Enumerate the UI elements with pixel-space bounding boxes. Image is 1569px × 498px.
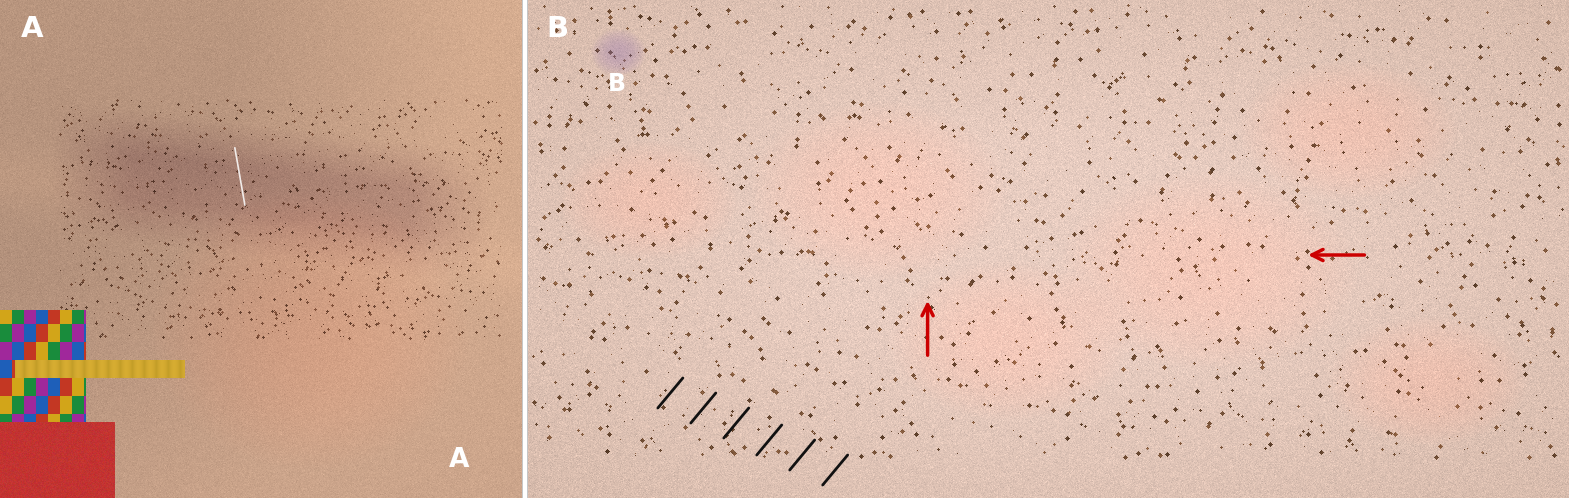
Text: A: A [449,447,469,473]
Text: A: A [20,15,44,43]
Text: B: B [609,72,626,96]
Text: B: B [546,15,570,43]
